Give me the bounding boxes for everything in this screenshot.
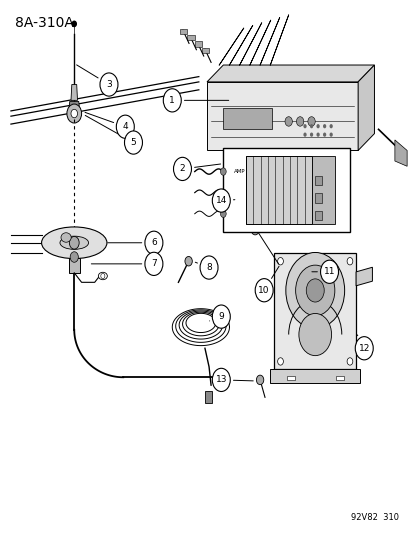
Circle shape (220, 189, 225, 196)
Circle shape (277, 358, 282, 365)
Circle shape (251, 224, 259, 235)
FancyBboxPatch shape (335, 376, 343, 380)
Circle shape (72, 21, 76, 27)
Circle shape (346, 257, 352, 265)
Circle shape (277, 257, 282, 265)
Circle shape (309, 124, 313, 128)
Text: 7: 7 (151, 260, 157, 268)
FancyBboxPatch shape (194, 41, 202, 46)
Ellipse shape (98, 272, 107, 280)
Circle shape (306, 279, 323, 302)
Circle shape (296, 117, 303, 126)
Circle shape (307, 117, 314, 126)
Circle shape (220, 168, 225, 175)
Circle shape (212, 368, 230, 392)
Text: 11: 11 (323, 267, 335, 276)
Circle shape (322, 133, 325, 137)
Circle shape (100, 273, 104, 279)
Text: 4: 4 (122, 122, 128, 131)
Circle shape (67, 104, 81, 123)
Polygon shape (357, 65, 373, 150)
FancyBboxPatch shape (204, 391, 212, 402)
Text: 9: 9 (218, 312, 223, 321)
FancyBboxPatch shape (286, 376, 294, 380)
Circle shape (212, 189, 230, 212)
Circle shape (163, 89, 181, 112)
FancyBboxPatch shape (245, 156, 311, 224)
Ellipse shape (41, 227, 107, 259)
Circle shape (254, 279, 273, 302)
Circle shape (346, 358, 352, 365)
Circle shape (320, 260, 338, 284)
Circle shape (329, 124, 332, 128)
FancyBboxPatch shape (202, 47, 209, 53)
Text: 12: 12 (358, 344, 369, 353)
Text: 8: 8 (206, 263, 211, 272)
Circle shape (316, 124, 319, 128)
Circle shape (354, 337, 373, 360)
Text: 14: 14 (215, 196, 226, 205)
FancyBboxPatch shape (314, 193, 321, 203)
FancyBboxPatch shape (69, 258, 79, 273)
Ellipse shape (60, 236, 88, 249)
Text: 13: 13 (215, 375, 226, 384)
Circle shape (309, 133, 313, 137)
Circle shape (145, 231, 162, 254)
Circle shape (173, 157, 191, 181)
Text: 2: 2 (179, 164, 185, 173)
FancyBboxPatch shape (223, 148, 349, 232)
Circle shape (303, 124, 306, 128)
FancyBboxPatch shape (223, 108, 272, 130)
Circle shape (285, 253, 344, 328)
FancyBboxPatch shape (314, 176, 321, 185)
Text: 3: 3 (106, 80, 112, 89)
Circle shape (116, 115, 134, 139)
Circle shape (329, 133, 332, 137)
Circle shape (71, 109, 77, 118)
Circle shape (145, 252, 162, 276)
Polygon shape (270, 369, 359, 383)
Text: 1: 1 (169, 96, 175, 105)
Circle shape (220, 210, 225, 217)
Circle shape (295, 265, 334, 316)
Polygon shape (71, 85, 77, 100)
Circle shape (100, 73, 118, 96)
Circle shape (316, 133, 319, 137)
FancyBboxPatch shape (187, 35, 194, 40)
FancyBboxPatch shape (314, 211, 321, 220)
Circle shape (303, 133, 306, 137)
Polygon shape (355, 267, 372, 286)
Ellipse shape (61, 233, 71, 242)
Circle shape (322, 124, 325, 128)
Text: AMP: AMP (233, 169, 244, 174)
FancyBboxPatch shape (311, 156, 334, 224)
Text: 8A-310A: 8A-310A (15, 16, 74, 30)
Text: 5: 5 (130, 138, 136, 147)
Circle shape (298, 313, 331, 356)
Circle shape (124, 131, 142, 154)
Circle shape (70, 252, 78, 262)
Circle shape (185, 256, 192, 266)
Polygon shape (394, 140, 406, 166)
Circle shape (69, 237, 79, 249)
Circle shape (249, 169, 258, 182)
Circle shape (199, 256, 218, 279)
Polygon shape (206, 65, 373, 82)
Circle shape (284, 117, 292, 126)
Circle shape (212, 305, 230, 328)
Polygon shape (69, 101, 79, 109)
Text: 6: 6 (151, 238, 157, 247)
Polygon shape (206, 82, 357, 150)
FancyBboxPatch shape (274, 253, 355, 369)
Text: 10: 10 (258, 286, 269, 295)
Text: 92V82  310: 92V82 310 (350, 513, 398, 522)
Circle shape (256, 375, 263, 385)
FancyBboxPatch shape (180, 29, 187, 34)
